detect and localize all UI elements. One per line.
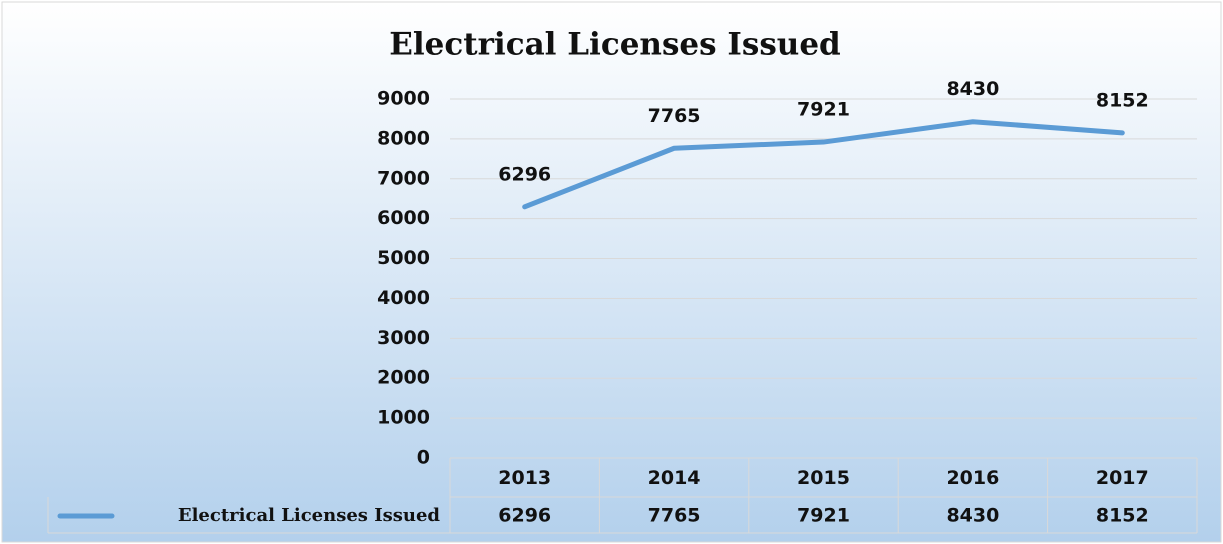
x-tick-label: 2013 (498, 467, 551, 489)
table-value: 6296 (498, 505, 551, 527)
x-tick-label: 2017 (1096, 467, 1149, 489)
y-tick-label: 4000 (377, 287, 430, 309)
y-tick-label: 7000 (377, 167, 430, 189)
x-tick-label: 2014 (648, 467, 701, 489)
table-value: 8430 (946, 505, 999, 527)
data-label: 6296 (498, 163, 551, 185)
x-tick-label: 2015 (797, 467, 850, 489)
y-tick-label: 8000 (377, 127, 430, 149)
x-tick-label: 2016 (946, 467, 999, 489)
y-tick-label: 1000 (377, 407, 430, 429)
y-tick-label: 5000 (377, 247, 430, 269)
table-value: 7921 (797, 505, 850, 527)
legend-label: Electrical Licenses Issued (178, 505, 441, 526)
data-label: 7765 (648, 105, 701, 127)
chart-title: Electrical Licenses Issued (389, 27, 840, 63)
y-tick-label: 0 (417, 447, 430, 469)
line-series (522, 119, 1125, 210)
data-label: 7921 (797, 99, 850, 121)
table-value: 8152 (1096, 505, 1149, 527)
table-value: 7765 (648, 505, 701, 527)
y-tick-label: 3000 (377, 327, 430, 349)
y-tick-label: 2000 (377, 367, 430, 389)
y-tick-label: 9000 (377, 88, 430, 110)
data-label: 8430 (946, 78, 999, 100)
y-tick-label: 6000 (377, 207, 430, 229)
data-label: 8152 (1096, 89, 1149, 111)
